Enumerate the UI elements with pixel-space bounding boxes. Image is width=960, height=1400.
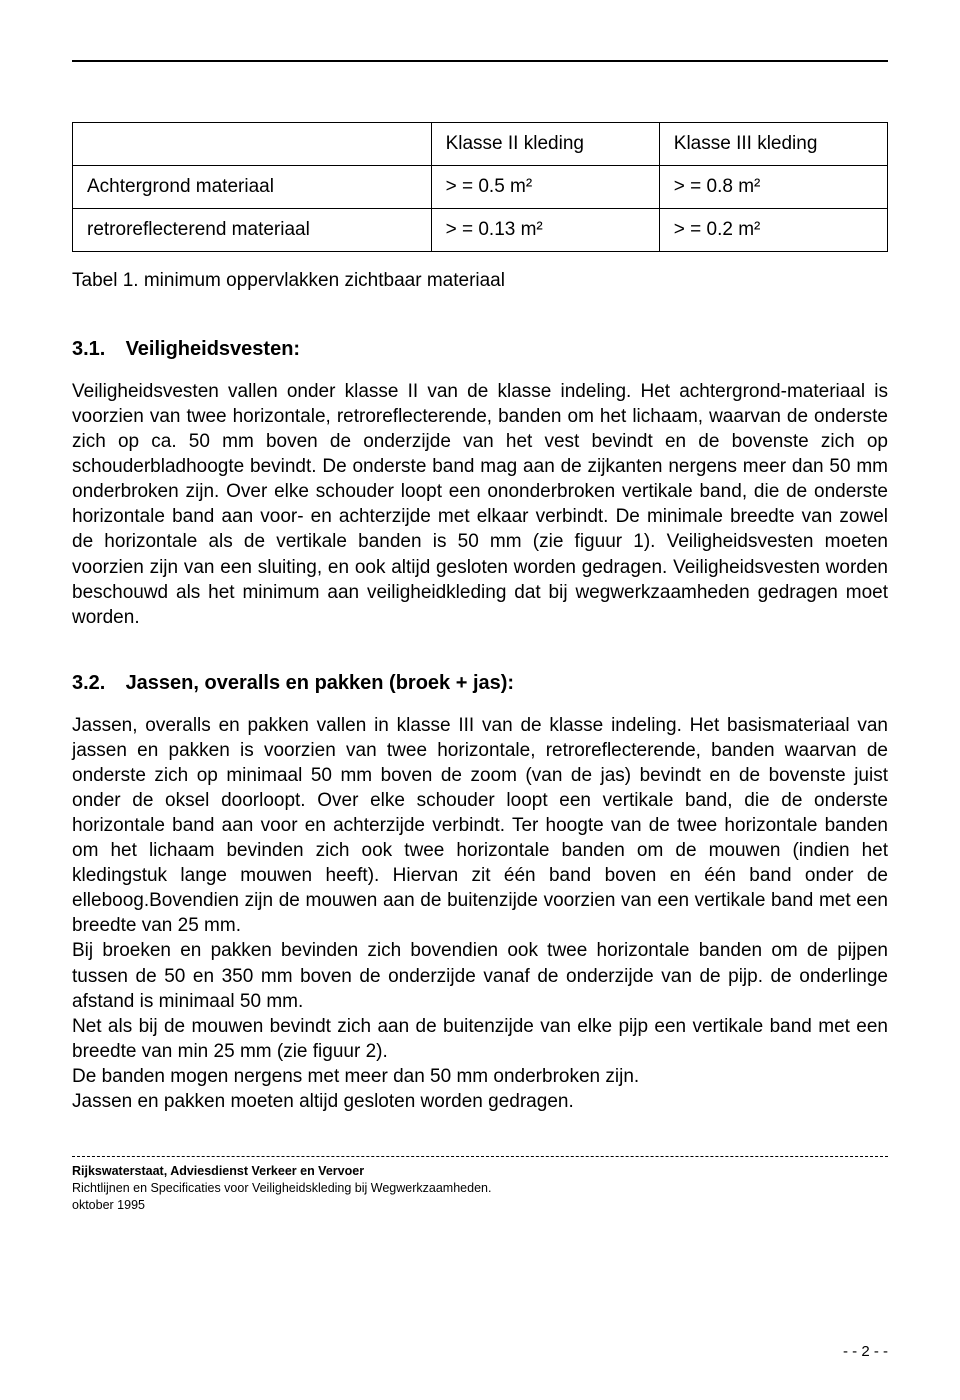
section-body-32: Jassen, overalls en pakken vallen in kla… (72, 713, 888, 1114)
footer-line3: oktober 1995 (72, 1197, 888, 1214)
footer-line1: Rijkswaterstaat, Adviesdienst Verkeer en… (72, 1163, 888, 1180)
page-number: - - 2 - - (843, 1343, 888, 1360)
footer-separator (72, 1156, 888, 1157)
section-number: 3.2. (72, 672, 120, 695)
footer-line2: Richtlijnen en Specificaties voor Veilig… (72, 1180, 888, 1197)
table-cell-row2-c2: > = 0.2 m² (659, 209, 887, 252)
table-row: retroreflecterend materiaal > = 0.13 m² … (73, 209, 888, 252)
table-cell-col2-header: Klasse III kleding (659, 123, 887, 166)
section-title: Veiligheidsvesten: (126, 338, 301, 360)
document-page: Klasse II kleding Klasse III kleding Ach… (0, 0, 960, 1400)
section-title: Jassen, overalls en pakken (broek + jas)… (126, 672, 515, 694)
table-cell-empty (73, 123, 432, 166)
table-cell-row1-c2: > = 0.8 m² (659, 166, 887, 209)
top-rule (72, 60, 888, 62)
section-number: 3.1. (72, 338, 120, 361)
table-cell-row1-label: Achtergrond materiaal (73, 166, 432, 209)
table-cell-row2-label: retroreflecterend materiaal (73, 209, 432, 252)
table-row: Achtergrond materiaal > = 0.5 m² > = 0.8… (73, 166, 888, 209)
section-body-31: Veiligheidsvesten vallen onder klasse II… (72, 379, 888, 630)
table-cell-row1-c1: > = 0.5 m² (431, 166, 659, 209)
table-header-row: Klasse II kleding Klasse III kleding (73, 123, 888, 166)
footer: Rijkswaterstaat, Adviesdienst Verkeer en… (72, 1163, 888, 1214)
table-cell-row2-c1: > = 0.13 m² (431, 209, 659, 252)
section-heading-31: 3.1. Veiligheidsvesten: (72, 338, 888, 361)
table-cell-col1-header: Klasse II kleding (431, 123, 659, 166)
table-caption: Tabel 1. minimum oppervlakken zichtbaar … (72, 270, 888, 292)
materials-table: Klasse II kleding Klasse III kleding Ach… (72, 122, 888, 252)
section-heading-32: 3.2. Jassen, overalls en pakken (broek +… (72, 672, 888, 695)
